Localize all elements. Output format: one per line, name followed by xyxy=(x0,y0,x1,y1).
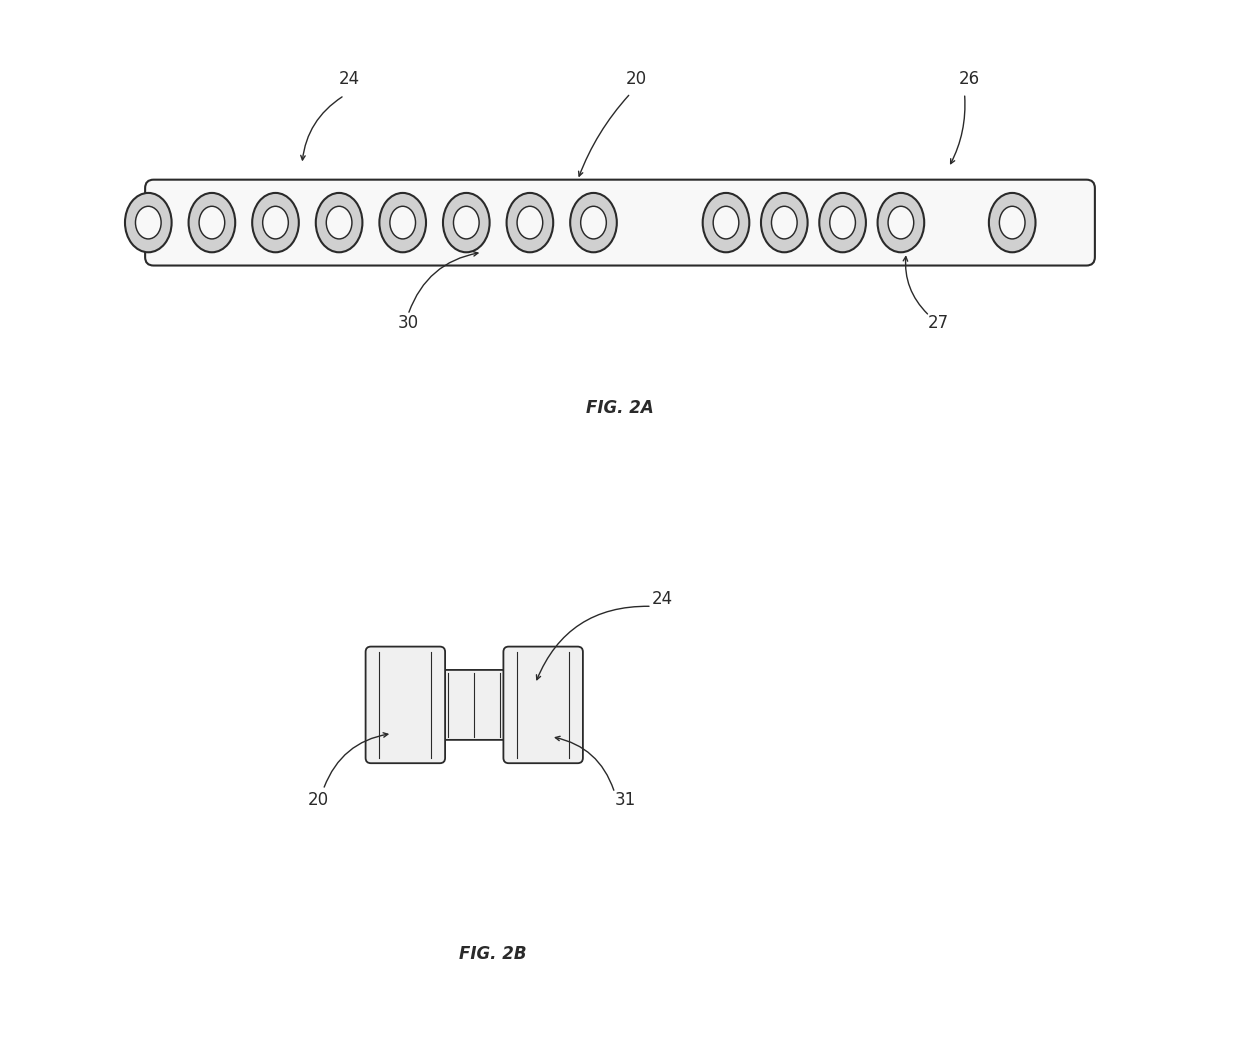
Text: 30: 30 xyxy=(398,315,419,332)
Ellipse shape xyxy=(761,193,807,252)
Text: FIG. 2B: FIG. 2B xyxy=(459,946,527,962)
Ellipse shape xyxy=(389,207,415,238)
Ellipse shape xyxy=(830,207,856,238)
Ellipse shape xyxy=(125,193,171,252)
Text: FIG. 2A: FIG. 2A xyxy=(587,400,653,417)
Ellipse shape xyxy=(379,193,427,252)
Text: 24: 24 xyxy=(652,590,673,607)
Ellipse shape xyxy=(443,193,490,252)
Ellipse shape xyxy=(517,207,543,238)
Ellipse shape xyxy=(252,193,299,252)
Ellipse shape xyxy=(316,193,362,252)
Ellipse shape xyxy=(820,193,866,252)
Text: 26: 26 xyxy=(960,71,981,88)
Ellipse shape xyxy=(570,193,616,252)
Ellipse shape xyxy=(878,193,924,252)
Ellipse shape xyxy=(888,207,914,238)
FancyBboxPatch shape xyxy=(436,670,512,740)
Ellipse shape xyxy=(507,193,553,252)
Ellipse shape xyxy=(580,207,606,238)
Ellipse shape xyxy=(326,207,352,238)
Ellipse shape xyxy=(771,207,797,238)
Text: 20: 20 xyxy=(308,792,329,809)
Ellipse shape xyxy=(999,207,1025,238)
Ellipse shape xyxy=(200,207,224,238)
Ellipse shape xyxy=(454,207,479,238)
FancyBboxPatch shape xyxy=(145,179,1095,265)
Text: 20: 20 xyxy=(625,71,646,88)
Ellipse shape xyxy=(263,207,289,238)
Text: 24: 24 xyxy=(339,71,361,88)
Text: 27: 27 xyxy=(928,315,949,332)
Ellipse shape xyxy=(713,207,739,238)
Ellipse shape xyxy=(988,193,1035,252)
FancyBboxPatch shape xyxy=(366,647,445,763)
Text: 31: 31 xyxy=(615,792,636,809)
Ellipse shape xyxy=(703,193,749,252)
Ellipse shape xyxy=(188,193,236,252)
FancyBboxPatch shape xyxy=(503,647,583,763)
Ellipse shape xyxy=(135,207,161,238)
